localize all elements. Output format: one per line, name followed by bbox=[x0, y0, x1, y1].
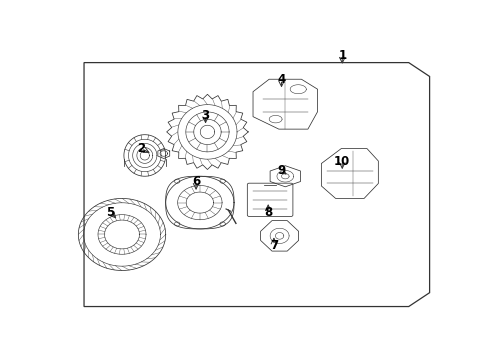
Text: 5: 5 bbox=[106, 206, 115, 219]
Text: 3: 3 bbox=[201, 109, 210, 122]
Text: 2: 2 bbox=[137, 142, 145, 155]
Text: 1: 1 bbox=[338, 49, 346, 62]
Text: 7: 7 bbox=[270, 239, 278, 252]
Text: 9: 9 bbox=[277, 164, 286, 177]
Text: 6: 6 bbox=[192, 175, 200, 188]
Text: 8: 8 bbox=[264, 206, 272, 219]
Text: 10: 10 bbox=[334, 154, 350, 167]
Text: 4: 4 bbox=[277, 73, 286, 86]
